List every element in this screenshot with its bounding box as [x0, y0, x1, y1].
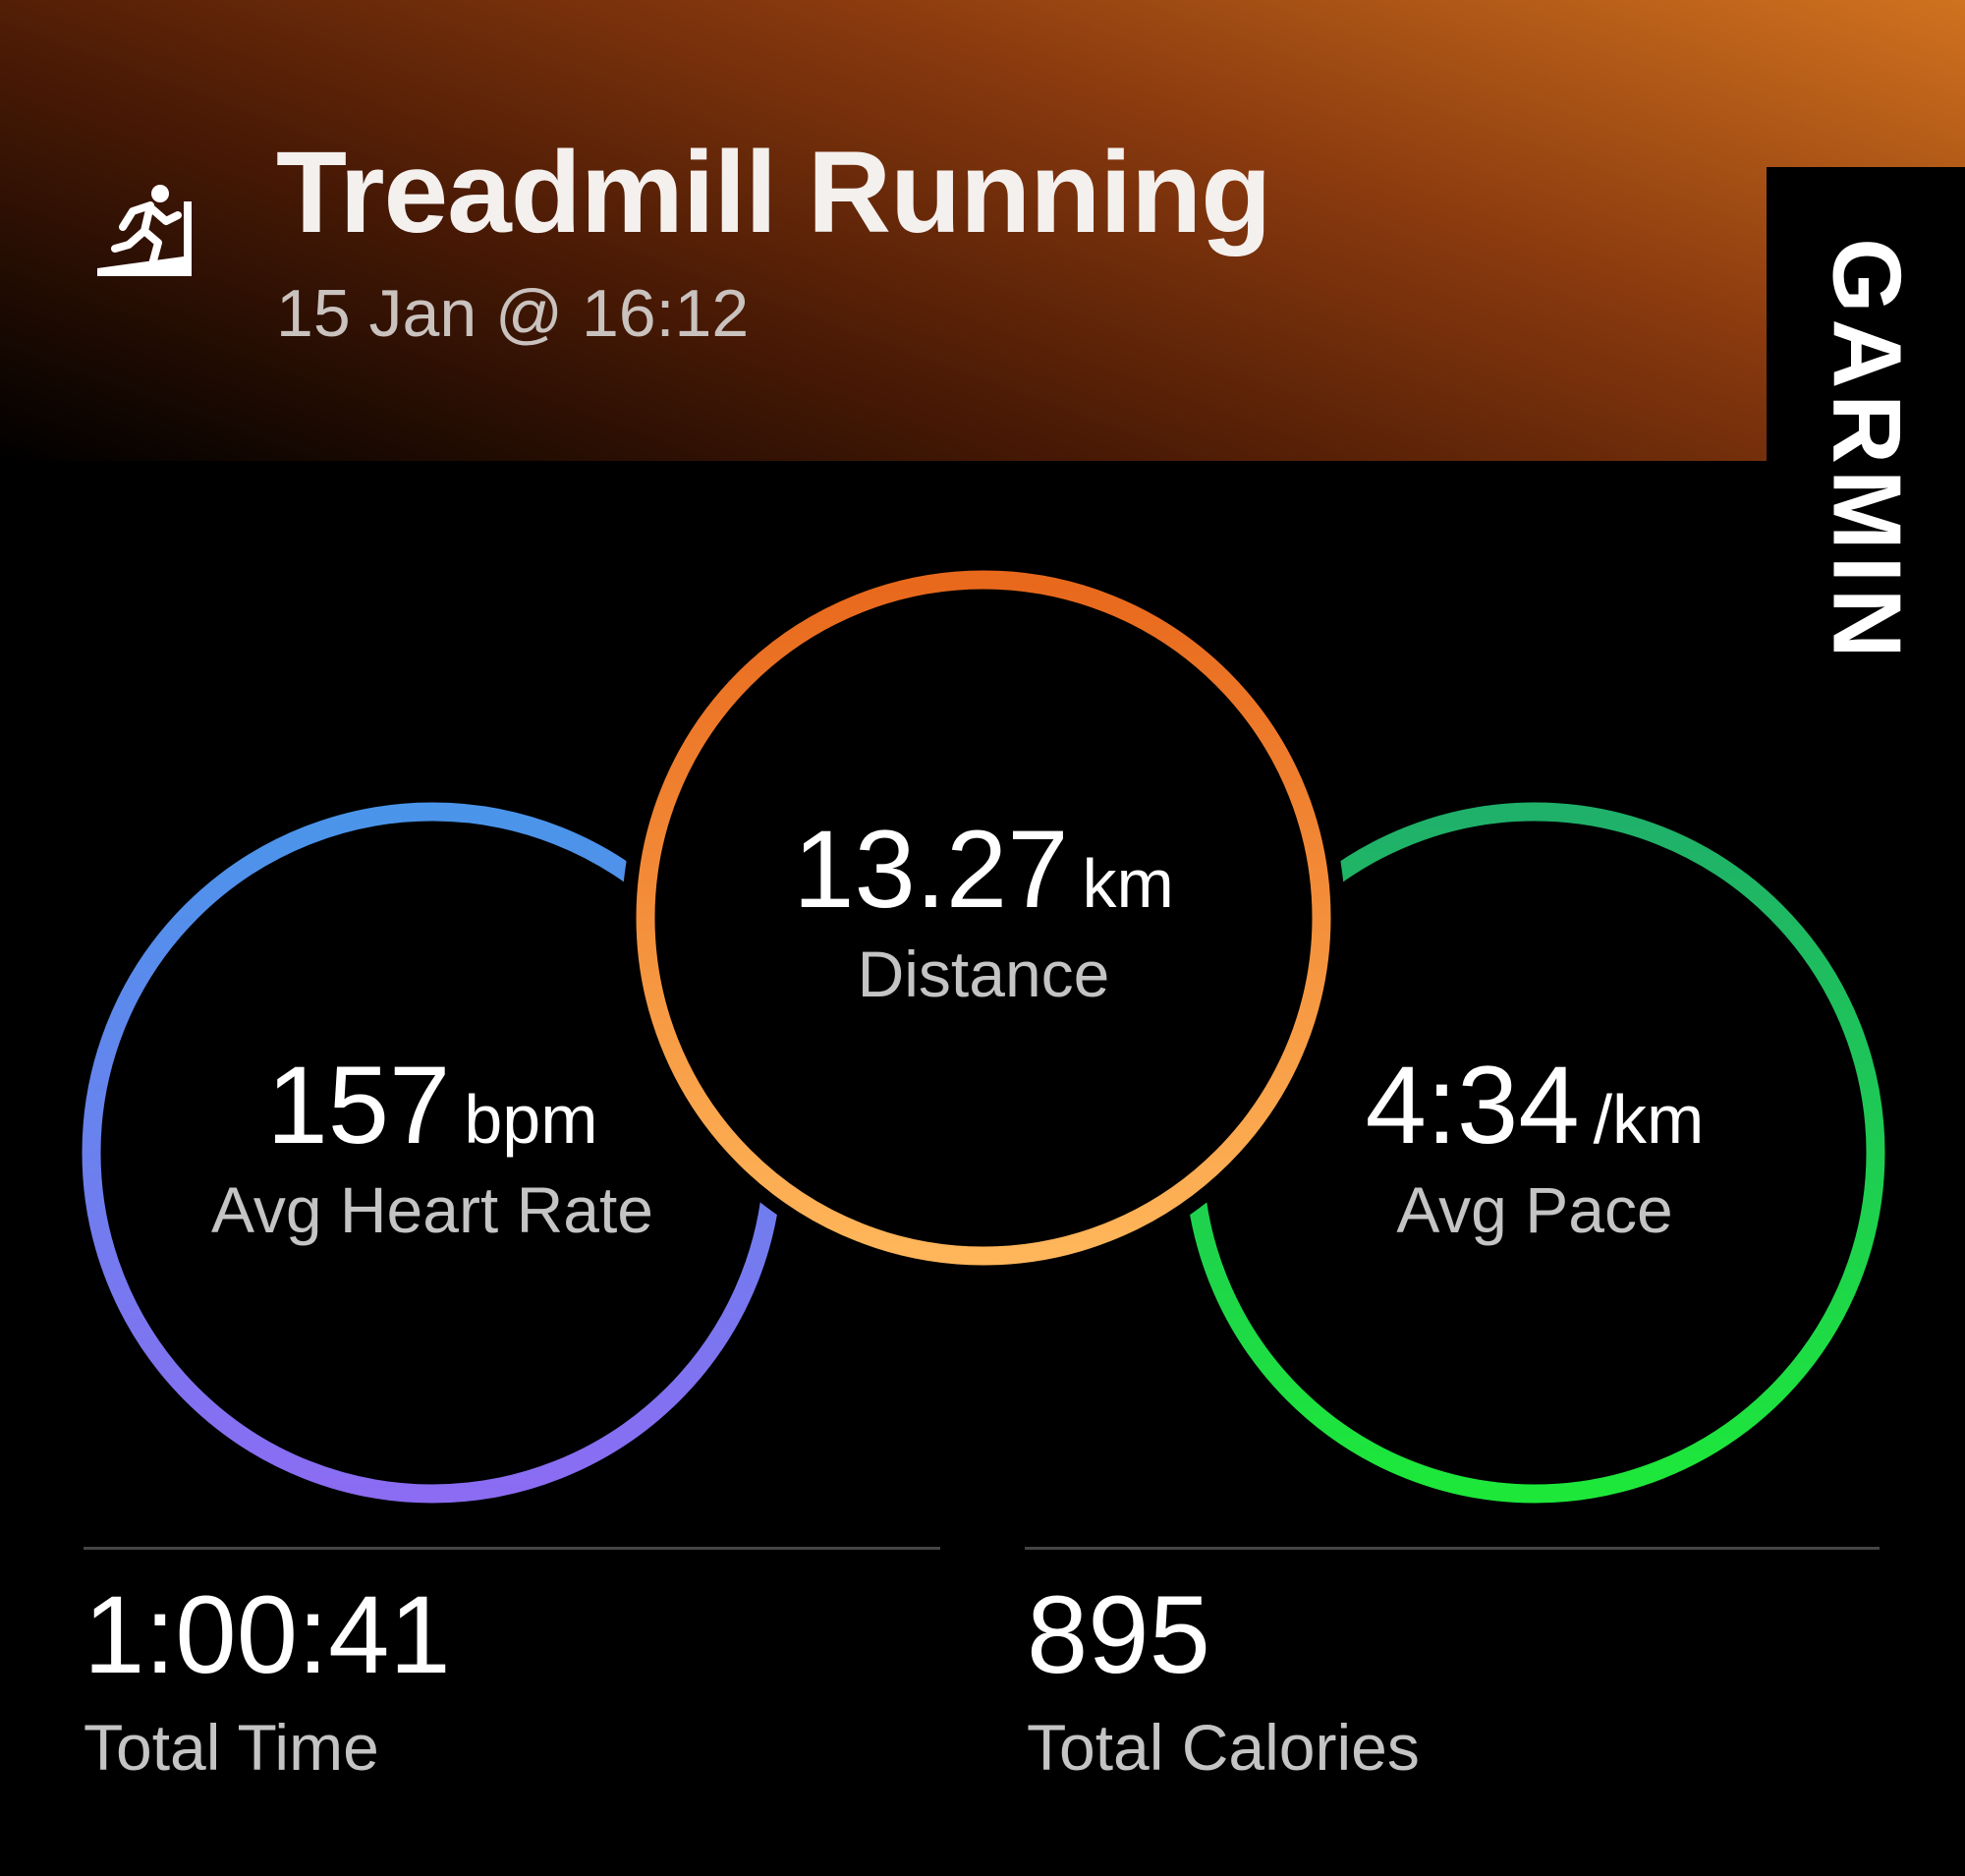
distance-metric: 13.27 km Distance — [793, 806, 1174, 1011]
total-time-stat: 1:00:41 Total Time — [84, 1580, 451, 1785]
total-calories-label: Total Calories — [1027, 1711, 1420, 1784]
heart-rate-metric: 157 bpm Avg Heart Rate — [211, 1042, 653, 1247]
pace-metric: 4:34/km Avg Pace — [1366, 1042, 1705, 1247]
distance-value: 13.27 — [793, 808, 1069, 931]
heart-rate-value: 157 — [266, 1044, 451, 1166]
divider-right — [1025, 1547, 1880, 1550]
total-time-label: Total Time — [84, 1711, 379, 1784]
treadmill-running-icon — [97, 185, 192, 276]
total-time-value: 1:00:41 — [84, 1573, 451, 1696]
heart-rate-unit: bpm — [464, 1081, 598, 1158]
activity-date: 15 Jan @ 16:12 — [276, 276, 750, 351]
header-banner — [0, 0, 1965, 461]
pace-unit: /km — [1593, 1081, 1705, 1158]
heart-rate-label: Avg Heart Rate — [210, 1173, 654, 1246]
total-calories-value: 895 — [1027, 1573, 1210, 1696]
pace-value: 4:34 — [1365, 1044, 1580, 1166]
distance-ring-mask — [622, 556, 1345, 1279]
distance-unit: km — [1082, 845, 1174, 922]
distance-label: Distance — [857, 938, 1110, 1010]
total-calories-stat: 895 Total Calories — [1027, 1580, 1420, 1785]
divider-left — [84, 1547, 940, 1550]
brand-panel — [1767, 167, 1965, 1876]
distance-ring — [636, 570, 1331, 1266]
pace-label: Avg Pace — [1396, 1173, 1673, 1246]
activity-title: Treadmill Running — [276, 128, 1271, 257]
